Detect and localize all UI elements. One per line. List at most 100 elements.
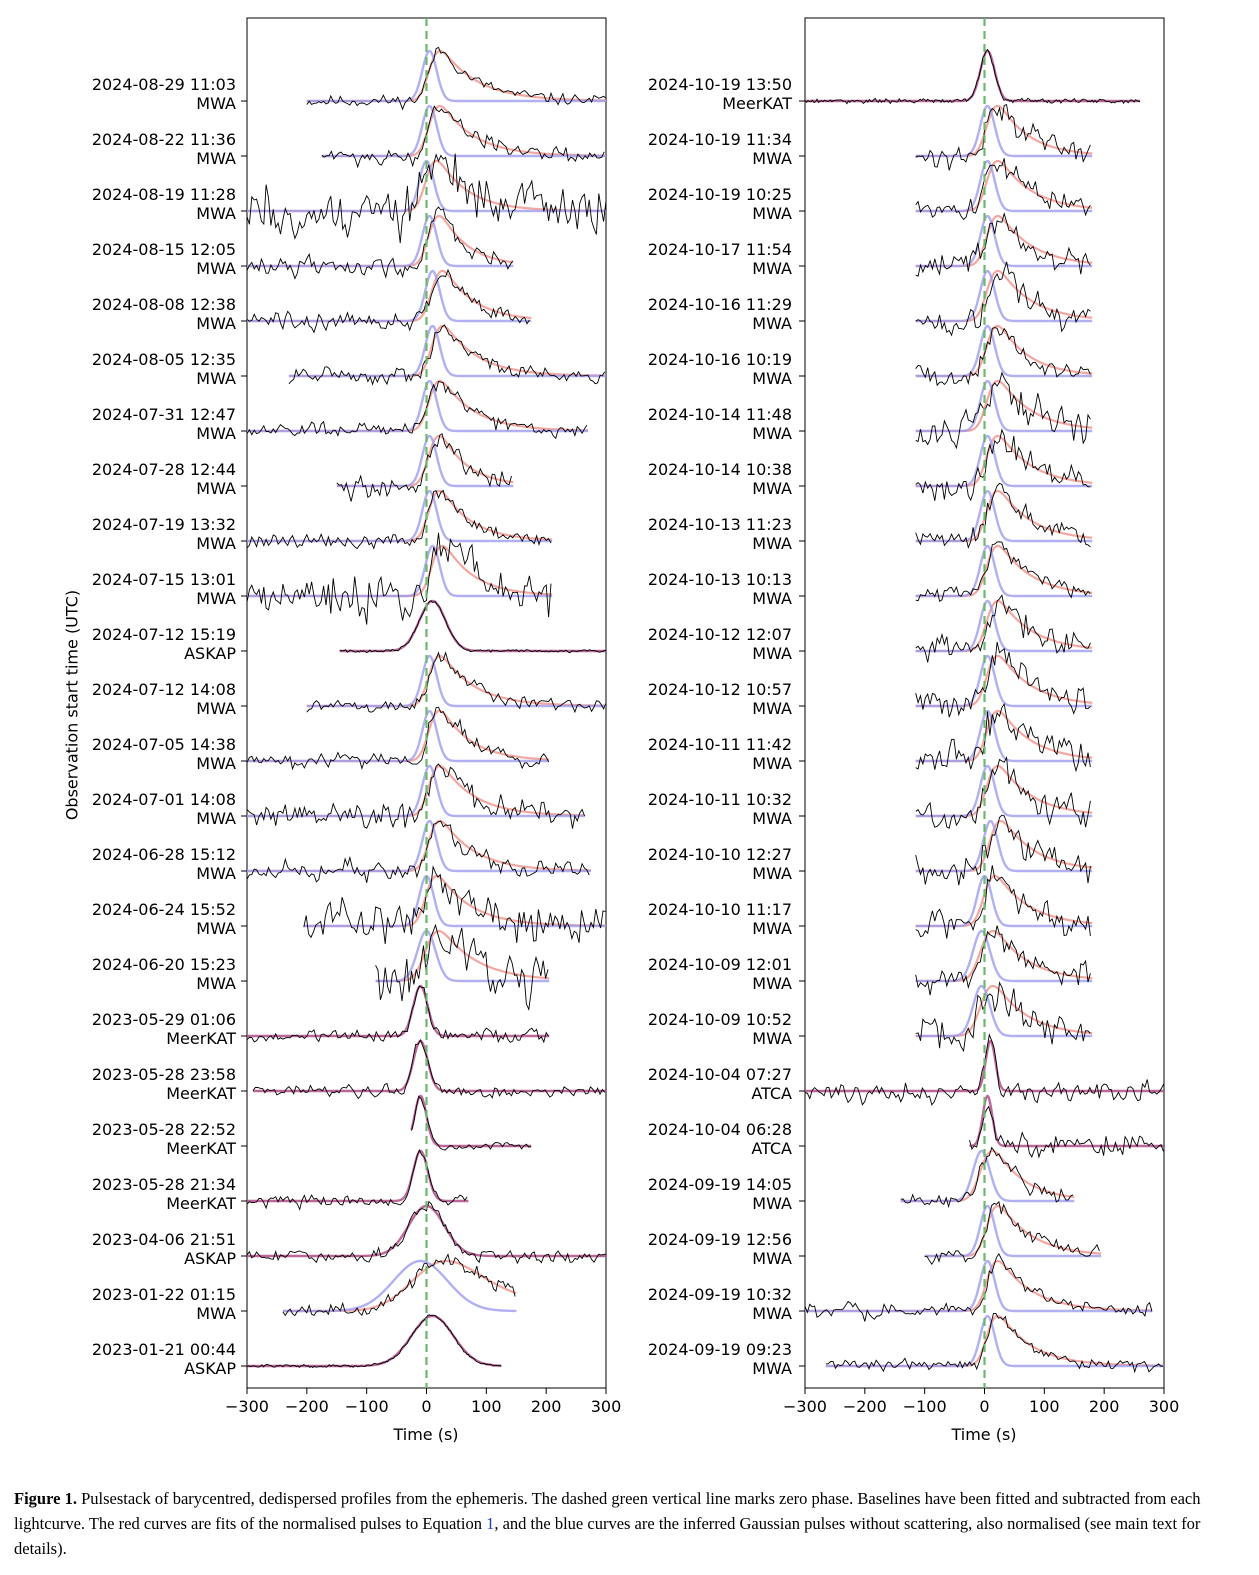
x-tick-label: −300	[225, 1397, 269, 1416]
figure-label: Figure 1.	[14, 1489, 77, 1508]
equation-reference-link[interactable]: 1	[486, 1514, 495, 1533]
row-date-label: 2024-10-11 10:32	[648, 790, 792, 809]
profile-202410111142-mwa	[915, 702, 1093, 773]
profile-202410161019-mwa	[915, 324, 1093, 387]
x-tick-label: 100	[471, 1397, 502, 1416]
lightcurve-data	[900, 1146, 1074, 1209]
row-telescope-label: MWA	[196, 864, 236, 883]
scattered-fit-curve	[247, 709, 550, 763]
row-telescope-label: MWA	[752, 1304, 792, 1323]
gaussian-curve	[915, 379, 1093, 433]
gaussian-curve	[924, 1204, 1102, 1258]
lightcurve-data	[247, 206, 514, 280]
profile-202410141148-mwa	[915, 371, 1093, 450]
scattered-fit-curve	[915, 874, 1093, 928]
scattered-fit-curve	[915, 544, 1093, 598]
row-date-label: 2024-10-13 10:13	[648, 570, 792, 589]
row-date-label: 2024-08-29 11:03	[92, 75, 236, 94]
row-telescope-label: MWA	[752, 919, 792, 938]
row-telescope-label: MWA	[196, 149, 236, 168]
scattered-fit-curve	[924, 1204, 1102, 1258]
lightcurve-data	[247, 763, 585, 829]
row-telescope-label: MeerKAT	[166, 1084, 236, 1103]
caption-text-before: Pulsestack of barycentred, dedispersed p…	[14, 1489, 1201, 1533]
profile-202406201523-mwa	[375, 923, 550, 1012]
profile-202410121207-mwa	[915, 594, 1093, 663]
lightcurve-data	[247, 489, 552, 550]
profile-202410101117-mwa	[915, 865, 1093, 939]
profile-202408151205-mwa	[247, 206, 514, 280]
profile-202410111032-mwa	[915, 756, 1093, 829]
gaussian-curve	[915, 159, 1093, 213]
lightcurve-data	[336, 433, 512, 502]
profile-202410191134-mwa	[915, 103, 1093, 171]
profile-202410121057-mwa	[915, 641, 1093, 718]
profile-202407281244-mwa	[336, 433, 514, 502]
profile-202406281512-mwa	[247, 819, 591, 883]
scattered-fit-curve	[915, 709, 1093, 763]
fit-gaussian-curve	[805, 1039, 1164, 1093]
profile-202408221136-mwa	[321, 104, 606, 169]
profile-202407121408-mwa	[306, 651, 606, 714]
x-tick-label: −100	[345, 1397, 389, 1416]
profile-202407311247-mwa	[247, 379, 588, 440]
row-date-label: 2024-10-09 10:52	[648, 1010, 792, 1029]
row-telescope-label: MWA	[752, 864, 792, 883]
row-telescope-label: ASKAP	[184, 644, 236, 663]
scattered-fit-curve	[306, 49, 606, 103]
lightcurve-data	[915, 925, 1091, 996]
gaussian-curve	[247, 214, 514, 268]
lightcurve-data	[247, 985, 549, 1044]
fit-gaussian-curve	[805, 49, 1141, 103]
row-date-label: 2024-06-28 15:12	[92, 845, 236, 864]
figure-caption: Figure 1. Pulsestack of barycentred, ded…	[14, 1486, 1236, 1561]
lightcurve-data	[915, 702, 1091, 773]
row-telescope-label: MeerKAT	[166, 1139, 236, 1158]
lightcurve-data	[915, 814, 1091, 886]
lightcurve-data	[915, 865, 1091, 939]
row-date-label: 2024-10-14 10:38	[648, 460, 792, 479]
gaussian-curve	[306, 49, 606, 103]
scattered-fit-curve	[915, 214, 1093, 268]
lightcurve-data	[288, 324, 606, 386]
profile-202410161129-mwa	[915, 261, 1093, 337]
row-telescope-label: MWA	[752, 1029, 792, 1048]
profile-202407151301-mwa	[247, 532, 553, 625]
scattered-fit-curve	[915, 269, 1093, 323]
profile-202410040628-atca	[969, 1094, 1164, 1159]
row-telescope-label: MWA	[752, 424, 792, 443]
scattered-fit-curve	[915, 379, 1093, 433]
x-tick-label: 300	[591, 1397, 622, 1416]
row-telescope-label: MWA	[196, 754, 236, 773]
lightcurve-data	[375, 923, 549, 1012]
row-telescope-label: MWA	[196, 589, 236, 608]
x-tick-label: 200	[1089, 1397, 1120, 1416]
row-date-label: 2024-07-12 14:08	[92, 680, 236, 699]
lightcurve-data	[247, 532, 552, 625]
gaussian-curve	[915, 709, 1093, 763]
lightcurve-data	[915, 594, 1091, 663]
lightcurve-data	[805, 48, 1141, 105]
row-date-label: 2024-08-22 11:36	[92, 130, 236, 149]
row-telescope-label: MWA	[752, 699, 792, 718]
lightcurve-data	[321, 105, 605, 169]
row-telescope-label: MWA	[196, 974, 236, 993]
row-telescope-label: MWA	[196, 809, 236, 828]
row-date-label: 2024-10-13 11:23	[648, 515, 792, 534]
row-date-label: 2024-10-09 12:01	[648, 955, 792, 974]
caption-text-after: , and the blue curves are the inferred G…	[14, 1514, 1201, 1558]
row-telescope-label: MWA	[752, 259, 792, 278]
fit-gaussian-curve	[247, 984, 550, 1038]
row-telescope-label: ATCA	[751, 1084, 792, 1103]
lightcurve-data	[915, 981, 1091, 1053]
profile-202305290106-meerkat	[247, 984, 550, 1044]
row-date-label: 2024-10-10 11:17	[648, 900, 792, 919]
row-date-label: 2024-10-19 11:34	[648, 130, 792, 149]
scattered-fit-curve	[247, 214, 514, 268]
profile-202409191032-mwa	[805, 1253, 1153, 1322]
x-tick-label: −200	[843, 1397, 887, 1416]
row-date-label: 2024-10-16 10:19	[648, 350, 792, 369]
row-date-label: 2024-07-05 14:38	[92, 735, 236, 754]
